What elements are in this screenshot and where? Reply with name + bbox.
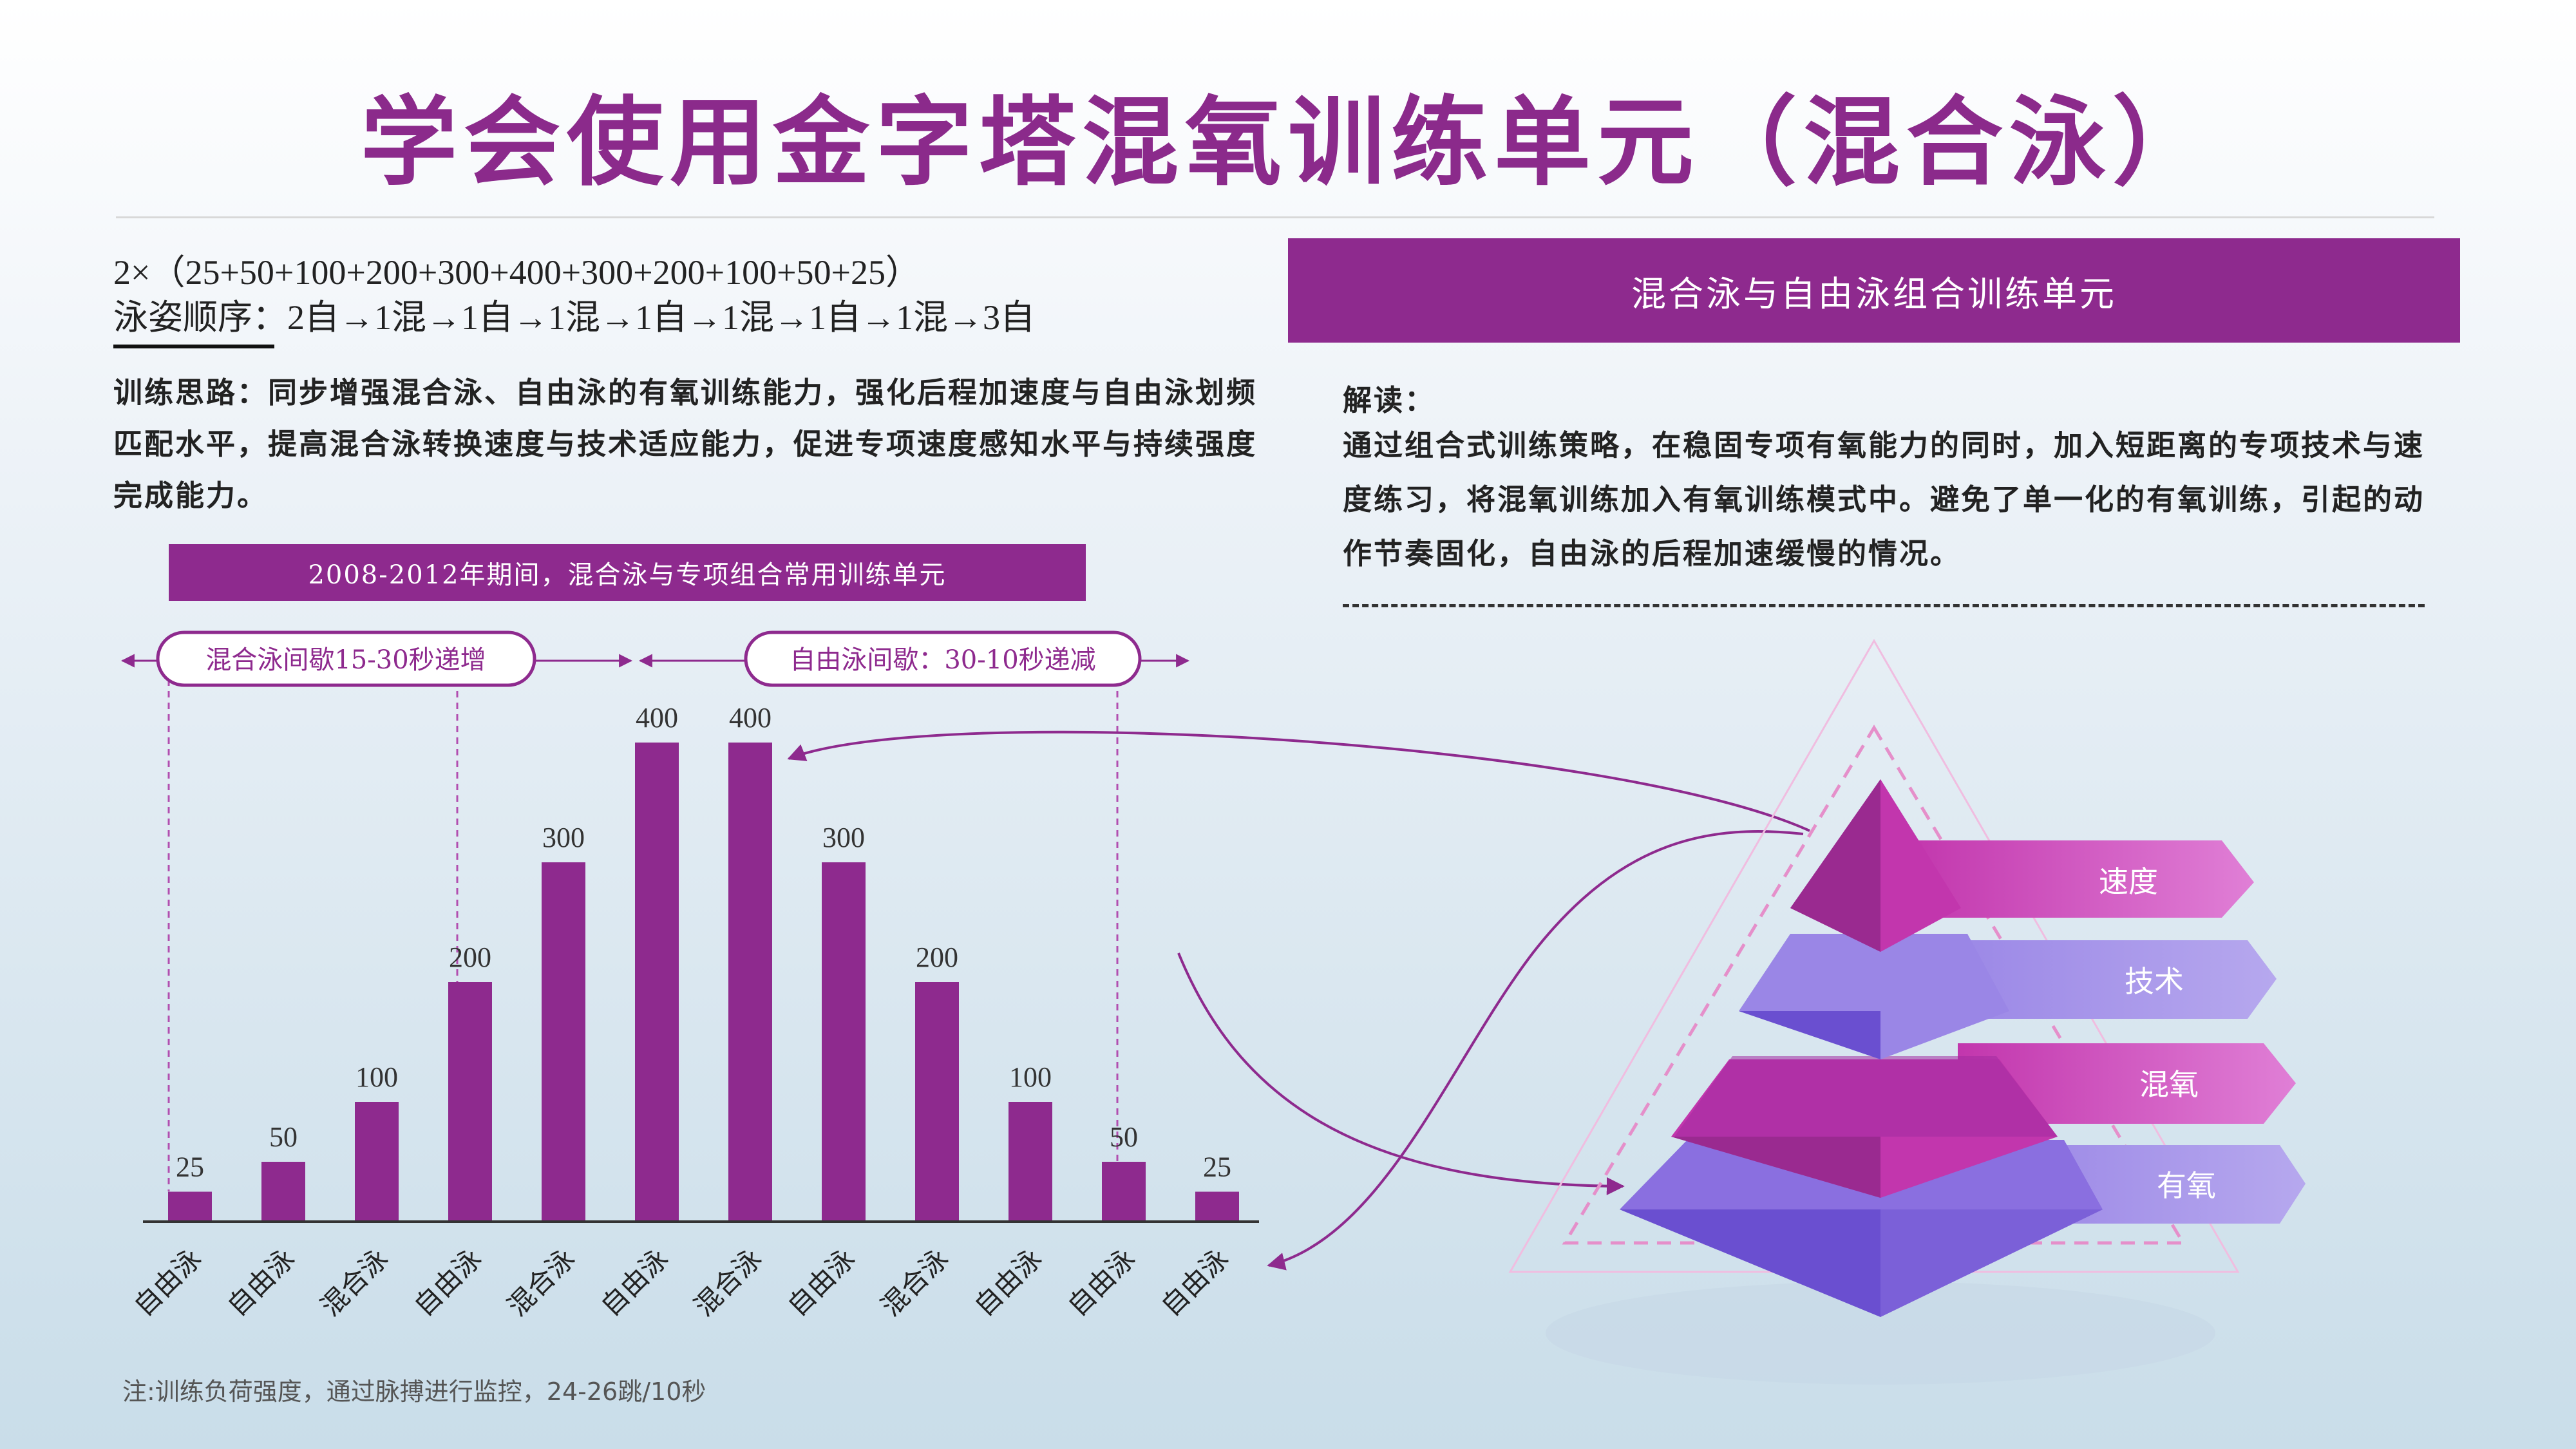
level-label-technique: 技术 xyxy=(2125,964,2184,999)
bar-value-label-8: 300 xyxy=(822,822,865,853)
pyramid-layer-aerobic xyxy=(1620,1140,2103,1317)
bar-6 xyxy=(635,743,679,1222)
category-label-5: 混合泳 xyxy=(501,1242,581,1322)
level-tab-mixed xyxy=(1958,1043,2296,1124)
category-label-10: 自由泳 xyxy=(968,1242,1048,1322)
level-label-mixed: 混氧 xyxy=(2139,1067,2199,1102)
bar-2 xyxy=(261,1162,305,1222)
free-interval-label: 自由泳间歇：30-10秒递减 xyxy=(790,645,1095,675)
bar-value-label-9: 200 xyxy=(916,942,958,973)
footnote: 注:训练负荷强度，通过脉搏进行监控，24-26跳/10秒 xyxy=(122,1378,706,1406)
bar-value-label-12: 25 xyxy=(1203,1151,1231,1183)
stroke-order: 泳姿顺序：2自→1混→1自→1混→1自→1混→1自→1混→3自 xyxy=(113,298,1035,337)
chart-banner: 2008-2012年期间，混合泳与专项组合常用训练单元 xyxy=(169,544,1086,601)
dashed-divider xyxy=(1343,604,2425,607)
bar-value-label-3: 100 xyxy=(355,1061,398,1093)
category-label-6: 自由泳 xyxy=(594,1242,674,1322)
free-interval-pill xyxy=(744,630,1142,687)
category-label-8: 自由泳 xyxy=(781,1242,861,1322)
training-idea-text: 训练思路：同步增强混合泳、自由泳的有氧训练能力，强化后程加速度与自由泳划频匹配水… xyxy=(113,375,1258,513)
level-label-speed: 速度 xyxy=(2099,864,2158,899)
pyramid-layer-mixed xyxy=(1671,1056,2058,1198)
bar-12 xyxy=(1195,1191,1239,1222)
connector-arc-mid xyxy=(1177,952,1625,1195)
pyramid-layer-speed xyxy=(1790,779,1961,952)
medley-interval-pill xyxy=(156,630,536,687)
formula-underline xyxy=(113,345,274,348)
level-tab-technique xyxy=(1938,940,2277,1019)
category-label-9: 混合泳 xyxy=(875,1242,954,1322)
bar-value-label-6: 400 xyxy=(636,702,678,734)
bar-10 xyxy=(1009,1102,1052,1222)
bar-value-label-11: 50 xyxy=(1110,1121,1138,1153)
category-label-12: 自由泳 xyxy=(1155,1242,1235,1322)
bar-value-label-1: 25 xyxy=(176,1151,204,1183)
title-divider xyxy=(116,216,2434,218)
bar-value-label-10: 100 xyxy=(1009,1061,1052,1093)
bar-3 xyxy=(355,1102,399,1222)
category-label-3: 混合泳 xyxy=(314,1242,394,1322)
bar-value-label-5: 300 xyxy=(542,822,585,853)
level-label-aerobic: 有氧 xyxy=(2157,1168,2216,1203)
bar-4 xyxy=(448,982,492,1222)
category-label-4: 自由泳 xyxy=(408,1242,488,1322)
category-label-2: 自由泳 xyxy=(221,1242,301,1322)
category-label-11: 自由泳 xyxy=(1061,1242,1141,1322)
connector-arc-bottom xyxy=(1267,830,1804,1271)
bar-11 xyxy=(1102,1162,1146,1222)
level-tab-speed xyxy=(1906,840,2254,918)
bar-5 xyxy=(542,862,585,1222)
bar-value-label-2: 50 xyxy=(269,1121,298,1153)
pyramid-layer-technique xyxy=(1739,934,2009,1059)
bar-9 xyxy=(915,982,959,1222)
medley-interval-label: 混合泳间歇15-30秒递增 xyxy=(205,645,486,675)
category-label-1: 自由泳 xyxy=(128,1242,207,1322)
page-title: 学会使用金字塔混氧训练单元（混合泳） xyxy=(360,87,2215,199)
bar-7 xyxy=(728,743,772,1222)
pyramid-shadow xyxy=(1546,1282,2215,1385)
interpretation-label: 解读： xyxy=(1343,383,1436,417)
combo-unit-banner: 混合泳与自由泳组合训练单元 xyxy=(1288,238,2460,343)
bar-value-label-4: 200 xyxy=(449,942,491,973)
bar-value-label-7: 400 xyxy=(729,702,772,734)
bar-8 xyxy=(822,862,866,1222)
connector-arc-top xyxy=(787,730,1810,832)
category-label-7: 混合泳 xyxy=(688,1242,768,1322)
set-formula: 2×（25+50+100+200+300+400+300+200+100+50+… xyxy=(113,253,920,292)
bar-1 xyxy=(168,1191,212,1222)
interpretation-text: 通过组合式训练策略，在稳固专项有氧能力的同时，加入短距离的专项技术与速度练习，将… xyxy=(1343,428,2425,571)
